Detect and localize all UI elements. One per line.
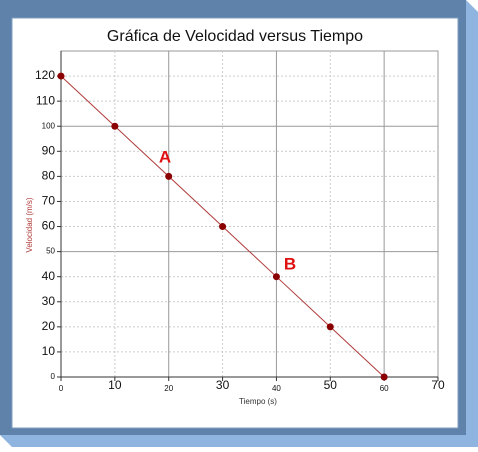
y-tick-label: 40 [42, 269, 56, 283]
data-point [326, 323, 334, 331]
y-tick-label: 90 [42, 143, 56, 157]
plot-area [60, 50, 439, 378]
data-point [165, 172, 173, 180]
data-point [57, 72, 65, 80]
y-tick-label: 100 [42, 121, 56, 130]
y-tick-label: 10 [42, 344, 56, 358]
y-tick-label: 80 [42, 169, 56, 183]
y-tick-label: 0 [51, 372, 56, 381]
x-tick-label: 50 [324, 378, 338, 392]
data-point [380, 373, 388, 381]
x-tick-label: 40 [272, 384, 281, 393]
x-axis-label: Tiempo (s) [239, 397, 277, 406]
x-tick-label: 20 [164, 384, 173, 393]
annotation: A [159, 147, 171, 166]
y-tick-label: 120 [35, 68, 55, 82]
annotation: B [284, 254, 296, 273]
y-axis-label: Velocidad (m/s) [25, 197, 34, 252]
x-tick-label: 0 [59, 384, 64, 393]
chart-title: Gráfica de Velocidad versus Tiempo [107, 28, 363, 45]
x-tick-label: 30 [216, 378, 230, 392]
x-tick-label: 70 [431, 378, 445, 392]
y-tick-label: 20 [42, 319, 56, 333]
y-tick-label: 30 [42, 294, 56, 308]
y-tick-label: 70 [42, 194, 56, 208]
x-tick-label: 60 [380, 384, 389, 393]
y-tick-label: 110 [36, 93, 55, 107]
y-tick-label: 60 [42, 219, 56, 233]
y-tick-label: 50 [46, 247, 55, 256]
data-point [272, 273, 280, 281]
data-point [111, 122, 119, 130]
data-point [219, 223, 227, 231]
x-tick-label: 10 [108, 378, 122, 392]
